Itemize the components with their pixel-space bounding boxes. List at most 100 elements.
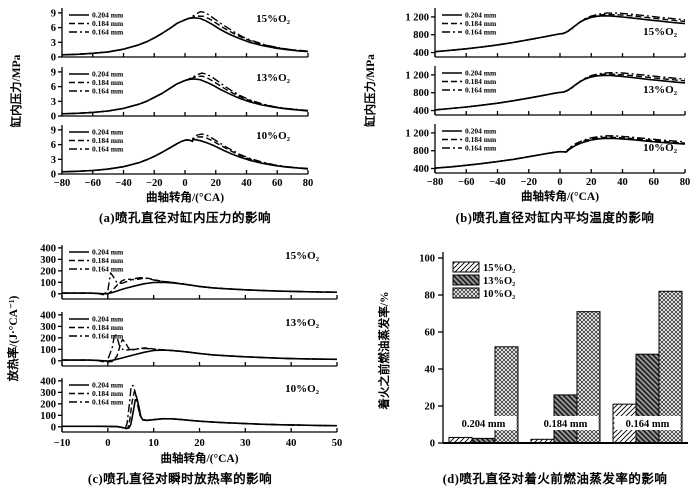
y-tick-label: 60 [425,328,436,339]
legend-label: 0.164 mm [465,28,497,37]
y-tick-label: 1 200 [405,12,429,23]
y-tick-label: 0 [51,422,56,433]
legend-label: 15%O₂ [483,263,515,274]
x-tick-label: 0 [557,177,562,188]
legend-label: 0.204 mm [92,128,124,137]
caption-b: (b)喷孔直径对缸内平均温度的影响 [455,211,655,225]
legend-label: 0.184 mm [92,256,124,265]
legend-label: 0.204 mm [465,127,497,136]
panel-label: 15%O₂ [643,26,678,38]
y-tick-label: 0 [51,356,56,367]
legend-label: 0.204 mm [92,70,124,79]
series-line-solid [62,349,338,362]
x-axis-label: 曲轴转角/(°CA) [146,190,224,204]
x-tick-label: 80 [680,177,691,188]
y-tick-label: 100 [40,411,56,422]
group-label-box [450,416,517,430]
series-line-dashed [61,136,309,173]
y-tick-label: 20 [425,402,436,413]
y-tick-label: 40 [425,365,436,376]
legend-label: 0.164 mm [92,87,124,96]
group-label: 0.164 mm [626,419,670,430]
x-tick-label: 40 [286,438,297,449]
group-label: 0.204 mm [462,419,506,430]
x-tick-label: 0 [182,178,187,189]
legend-label: 0.204 mm [92,315,124,324]
y-tick-label: 800 [413,30,429,41]
caption-a: (a)喷孔直径对缸内压力的影响 [98,211,272,225]
x-tick-label: −10 [54,438,70,449]
legend-swatch [452,274,480,286]
x-tick-label: −40 [489,177,505,188]
y-tick-label: 1 200 [405,70,429,81]
x-tick-label: 20 [211,178,222,189]
panel-label: 13%O₂ [256,72,291,84]
y-tick-label: 400 [40,310,56,321]
x-tick-label: 30 [240,438,251,449]
y-axis-label: 缸内压力/MPa [9,54,23,128]
legend-label: 0.164 mm [465,144,497,153]
y-tick-label: 0 [51,170,56,181]
group-label-box [614,416,681,430]
panel-label: 13%O₂ [643,84,678,96]
subplot-a: 0 3 6 9 0.204 mm 0.184 mm 0.164 mm 15%O₂ 0 3 6 9 0.2… [0,0,350,232]
series-line-dashdot [61,10,309,56]
legend-label: 0.184 mm [465,19,497,28]
caption-d: (d)喷孔直径对着火前燃油蒸发率的影响 [442,472,668,486]
x-tick-label: −40 [115,178,131,189]
y-tick-label: 300 [40,388,56,399]
legend-label: 0.164 mm [92,28,124,37]
legend-label: 0.184 mm [92,19,124,28]
series-line-dashdot [62,384,338,429]
y-tick-label: 400 [413,106,429,117]
legend-label: 0.164 mm [92,145,124,154]
legend-label: 0.184 mm [92,389,124,398]
x-tick-label: −20 [521,177,537,188]
y-tick-label: 9 [51,8,56,19]
legend-label: 0.204 mm [92,381,124,390]
series-line-dashdot [61,72,309,115]
subplot-b: 400 800 1 200 0.204 mm 0.184 mm 0.164 mm 15%O₂… [350,0,700,232]
legend-label: 10%O₂ [483,289,515,300]
y-axis-label: 放热率/(J·°CA⁻¹) [6,295,20,382]
x-tick-label: 0 [105,438,110,449]
legend-label: 0.184 mm [465,77,497,86]
subplot-d: 0.204 mm 0.184 mm 0.164 mm 0 20 40 60 80 100 15%O… [360,232,700,496]
y-tick-label: 9 [51,67,56,78]
x-tick-label: 80 [303,178,314,189]
subplot-d-chart: 0.204 mm 0.184 mm 0.164 mm 0 20 40 60 80 100 15%O… [377,252,688,450]
y-tick-label: 100 [40,345,56,356]
legend-label: 0.164 mm [465,86,497,95]
y-tick-label: 400 [40,376,56,387]
legend-label: 13%O₂ [483,276,515,287]
legend-label: 0.204 mm [465,11,497,20]
y-tick-label: 100 [419,254,435,265]
y-axis-label: 缸内压力/MPa [363,54,377,128]
legend-label: 0.204 mm [92,248,124,257]
x-tick-label: 40 [241,178,252,189]
series-line-dashdot [62,272,338,296]
y-tick-label: 300 [40,322,56,333]
x-tick-label: 50 [332,438,343,449]
series-line-dashdot [62,332,338,363]
y-axis-label: 着火之前燃油蒸发率/% [377,291,391,410]
series-line-dashed [434,136,686,169]
y-tick-label: 400 [413,48,429,59]
y-tick-label: 0 [51,53,56,64]
y-tick-label: 200 [40,333,56,344]
y-tick-label: 200 [40,399,56,410]
series-line-dashdot [61,133,309,173]
y-tick-label: 400 [40,243,56,254]
legend-label: 0.164 mm [92,398,124,407]
legend-label: 0.204 mm [465,69,497,78]
y-tick-label: 80 [425,291,436,302]
legend-label: 0.164 mm [92,332,124,341]
y-tick-label: 3 [51,38,56,49]
x-tick-label: −80 [54,178,70,189]
y-tick-label: 3 [51,97,56,108]
panel-label: 10%O₂ [256,130,291,142]
